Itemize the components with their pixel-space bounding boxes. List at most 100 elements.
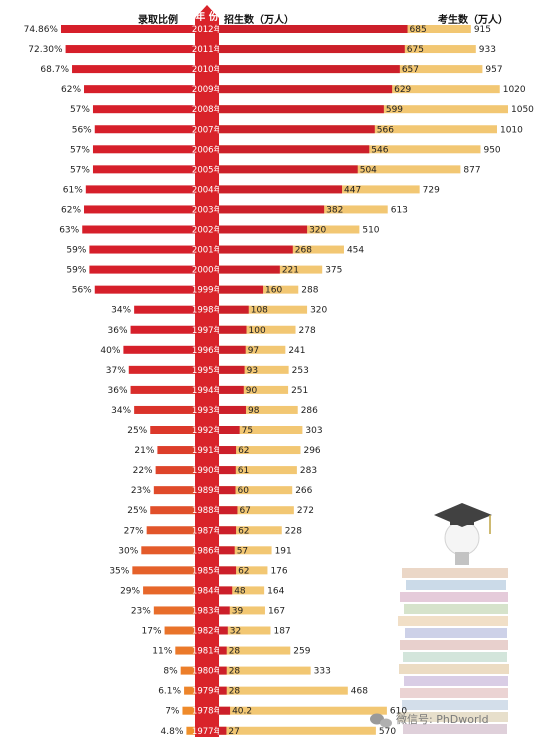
header-rate: 录取比例 [138, 13, 178, 26]
applicants-bar [219, 405, 298, 414]
applicants-label: 272 [297, 506, 314, 516]
rate-bar [94, 125, 195, 134]
admitted-label: 599 [386, 105, 403, 115]
applicants-bar [219, 426, 303, 434]
admitted-bar [219, 586, 233, 595]
admitted-label: 97 [248, 346, 259, 356]
applicants-label: 187 [273, 627, 290, 637]
admitted-label: 320 [309, 226, 326, 236]
year-label: 1984年 [192, 585, 223, 596]
rate-bar [184, 686, 195, 695]
rate-label: 57% [70, 145, 90, 155]
applicants-label: 1010 [500, 125, 523, 135]
admitted-bar [219, 345, 246, 354]
applicants-label: 375 [325, 266, 342, 276]
rate-bar [89, 245, 195, 254]
rate-bar [141, 546, 195, 555]
rate-bar [92, 105, 195, 114]
applicants-bar [219, 606, 265, 615]
applicants-label: 1050 [511, 105, 534, 115]
header-applicants: 考生数（万人） [438, 13, 508, 26]
rate-label: 25% [127, 506, 147, 516]
admitted-label: 61 [238, 466, 249, 476]
rate-bar [182, 706, 195, 715]
admitted-label: 685 [410, 25, 427, 35]
admitted-bar [219, 205, 325, 214]
applicants-bar [219, 486, 293, 495]
rate-bar [143, 586, 195, 595]
watermark: 微信号: PhDworld [370, 712, 489, 728]
admitted-label: 62 [238, 446, 249, 456]
applicants-label: 1020 [503, 85, 526, 95]
year-label: 2005年 [192, 164, 223, 175]
year-label: 1979年 [192, 686, 223, 697]
rate-label: 29% [120, 586, 140, 596]
rate-label: 6.1% [158, 687, 181, 697]
admitted-label: 268 [295, 246, 312, 256]
rate-bar [84, 85, 195, 94]
applicants-label: 228 [285, 526, 302, 536]
applicants-bar [219, 726, 376, 735]
rate-bar [132, 566, 195, 575]
applicants-label: 164 [267, 586, 284, 596]
admitted-bar [219, 726, 227, 735]
rate-label: 35% [109, 566, 129, 576]
applicants-label: 333 [314, 667, 331, 677]
year-label: 2006年 [192, 144, 223, 155]
rate-bar [146, 526, 195, 535]
admitted-bar [219, 526, 237, 535]
rate-label: 61% [63, 185, 83, 195]
rate-label: 34% [111, 306, 131, 316]
applicants-bar [219, 586, 265, 595]
rate-label: 17% [142, 627, 162, 637]
year-label: 1983年 [192, 605, 223, 616]
year-label: 2004年 [192, 184, 223, 195]
rate-bar [65, 45, 195, 54]
header-admitted: 招生数（万人） [224, 13, 294, 26]
admitted-bar [219, 285, 264, 294]
rate-label: 34% [111, 406, 131, 416]
rate-label: 23% [131, 606, 151, 616]
admitted-label: 90 [246, 386, 258, 396]
rate-bar [150, 426, 195, 434]
admitted-label: 75 [242, 426, 253, 436]
rate-bar [130, 385, 195, 394]
applicants-label: 253 [292, 366, 309, 376]
admitted-bar [219, 686, 227, 695]
admitted-bar [219, 706, 231, 715]
year-label: 1977年 [192, 726, 223, 737]
year-label: 2002年 [192, 225, 223, 236]
rate-bar [130, 325, 195, 334]
rate-bar [134, 305, 195, 314]
admitted-bar [219, 466, 236, 475]
year-column-arrow [195, 5, 219, 737]
admitted-label: 221 [282, 266, 299, 276]
year-label: 1982年 [192, 626, 223, 637]
graduation-books-icon [398, 503, 509, 734]
admitted-bar [219, 486, 236, 495]
year-label: 1981年 [192, 646, 223, 657]
rate-label: 30% [118, 546, 138, 556]
admitted-bar [219, 606, 230, 615]
rate-bar [92, 145, 195, 154]
admitted-bar [219, 546, 235, 555]
watermark-text: 微信号: PhDworld [396, 712, 489, 726]
applicants-label: 454 [347, 246, 364, 256]
year-label: 2009年 [192, 84, 223, 95]
applicants-bar [219, 546, 272, 555]
applicants-bar [219, 626, 271, 635]
admitted-label: 98 [248, 406, 260, 416]
admitted-label: 67 [239, 506, 250, 516]
applicants-label: 303 [305, 426, 322, 436]
rate-bar [61, 25, 195, 33]
admitted-bar [219, 125, 375, 134]
admitted-label: 57 [237, 546, 248, 556]
rate-label: 23% [131, 486, 151, 496]
admitted-label: 382 [326, 205, 343, 215]
rate-label: 62% [61, 85, 81, 95]
year-label: 1988年 [192, 505, 223, 516]
admitted-bar [219, 85, 393, 94]
admitted-bar [219, 45, 405, 54]
admitted-bar [219, 165, 358, 174]
